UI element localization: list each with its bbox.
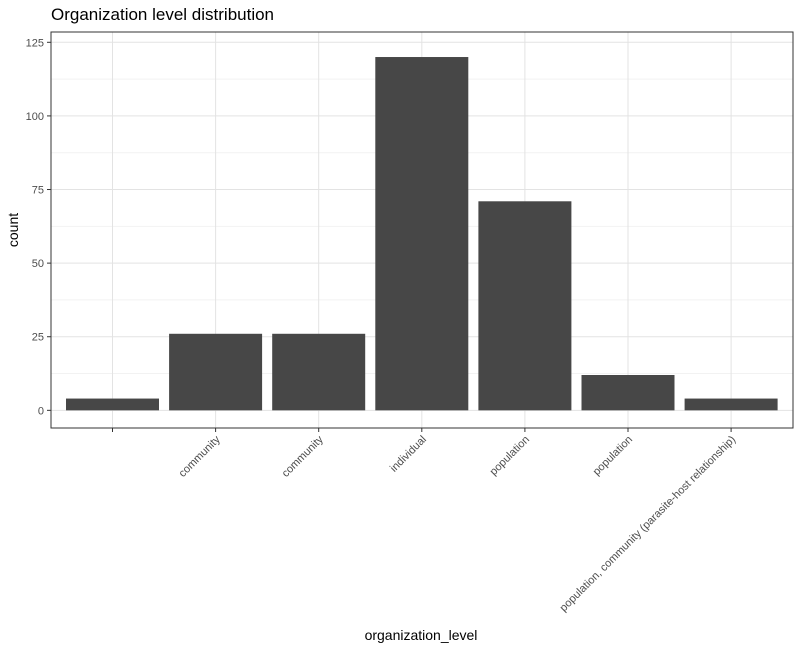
y-tick-label: 125 [26,37,44,49]
y-axis: 0 25 50 75 100 125 [26,37,51,417]
x-axis: community community individual population p… [112,428,739,615]
bar [684,398,778,411]
x-tick-label: population [488,434,532,478]
bar [478,201,572,411]
y-tick-label: 100 [26,111,44,123]
bar [581,375,675,411]
x-tick-label: population [591,434,635,478]
x-axis-title: organization_level [365,627,478,643]
x-tick-label: population, community (parasite-host rel… [558,434,739,615]
y-tick-label: 25 [32,332,44,344]
bars-group [66,57,778,411]
x-tick-label: community [177,433,223,479]
bar [272,333,366,411]
bar [375,57,469,411]
chart-title: Organization level distribution [51,5,274,24]
y-tick-label: 50 [32,258,44,270]
y-tick-label: 0 [38,405,44,417]
bar [66,398,159,411]
bar [169,333,263,411]
x-tick-label: individual [388,434,429,475]
y-axis-title: count [5,213,21,247]
x-tick-label: community [280,433,326,479]
y-tick-label: 75 [32,185,44,197]
